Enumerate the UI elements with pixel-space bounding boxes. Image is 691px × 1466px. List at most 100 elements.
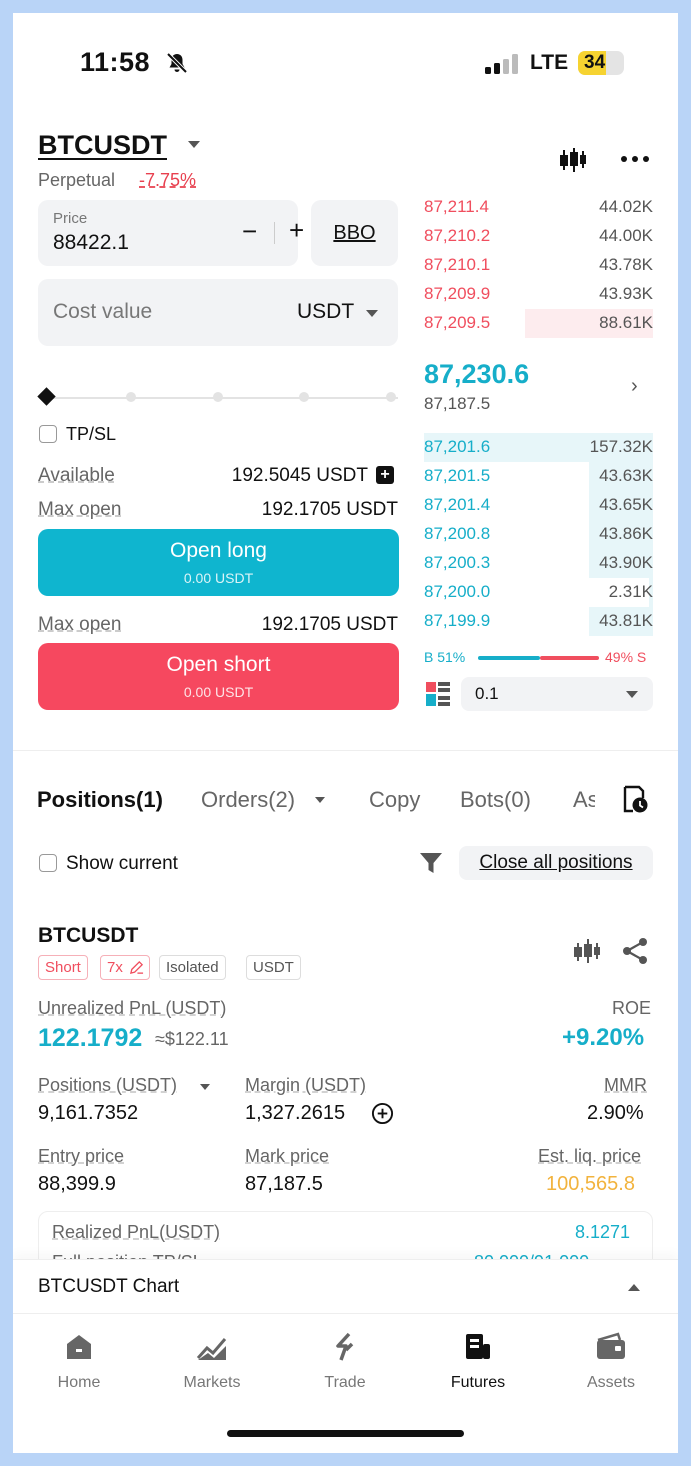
ask-price: 87,211.4 [424,197,489,216]
entry-price-value: 88,399.9 [38,1173,116,1195]
price-label: Price [53,210,88,227]
entry-price-label: Entry price [38,1146,125,1166]
nav-home[interactable]: Home [29,1332,129,1392]
markets-icon [196,1338,227,1360]
slider-step[interactable] [213,392,223,402]
order-history-icon[interactable] [621,784,649,814]
ask-qty: 43.78K [599,255,653,274]
ask-price: 87,209.5 [424,313,491,332]
more-icon[interactable] [620,154,650,164]
caret-up-icon[interactable] [628,1284,640,1291]
side-badge: Short [38,955,88,980]
chart-bar-label: BTCUSDT Chart [38,1276,180,1297]
ask-price: 87,209.9 [424,284,491,303]
candlestick-chart-icon[interactable] [558,146,588,174]
price-input[interactable]: Price 88422.1 − + [38,200,304,266]
bid-price: 87,201.5 [424,466,491,485]
depth-selector[interactable]: 0.1 [461,677,653,711]
show-current-checkbox[interactable] [39,854,57,872]
tpsl-label: TP/SL [66,424,117,444]
orderbook-layout-icon[interactable] [426,682,450,706]
bid-row[interactable]: 87,201.6 157.32K [424,433,653,462]
tab-copy[interactable]: Copy [369,787,421,812]
wallet-icon [597,1332,625,1359]
muted-bell-icon [166,52,188,74]
nav-futures[interactable]: Futures [428,1332,528,1392]
leverage-value: 7x [107,959,123,976]
bbo-button[interactable]: BBO [311,200,398,266]
tab-orders[interactable]: Orders(2) [201,787,296,812]
slider-step[interactable] [126,392,136,402]
max-open-long-value: 192.1705 USDT [261,499,398,520]
caret-down-icon[interactable] [188,141,200,148]
price-value[interactable]: 88422.1 [53,231,129,254]
bid-row[interactable]: 87,200.3 43.90K [424,549,653,578]
bid-price: 87,200.3 [424,553,491,572]
caret-down-icon[interactable] [200,1084,210,1090]
ask-row[interactable]: 87,211.4 44.02K [424,193,653,222]
nav-trade[interactable]: Trade [295,1332,395,1392]
tab-assets[interactable]: As [573,787,595,812]
mmr-value: 2.90% [587,1102,644,1124]
open-long-label: Open long [170,539,267,562]
positions-size-label: Positions (USDT) [38,1075,178,1095]
leverage-badge[interactable]: 7x [100,955,150,980]
cost-placeholder: Cost value [53,300,153,323]
share-icon[interactable] [621,937,649,965]
bid-row[interactable]: 87,201.4 43.65K [424,491,653,520]
bid-price: 87,201.6 [424,437,491,456]
candlestick-chart-icon[interactable] [573,937,601,965]
position-symbol[interactable]: BTCUSDT [38,924,139,947]
close-all-positions-button[interactable]: Close all positions [459,846,653,880]
decrement-button[interactable]: − [242,216,258,246]
futures-icon [466,1334,490,1359]
ask-row[interactable]: 87,209.9 43.93K [424,280,653,309]
bid-row[interactable]: 87,200.0 2.31K [424,578,653,607]
bid-row[interactable]: 87,201.5 43.63K [424,462,653,491]
ask-row[interactable]: 87,209.5 88.61K [424,309,653,338]
network-type: LTE [530,51,569,74]
cost-value-input[interactable]: Cost value USDT [38,279,398,346]
home-indicator[interactable] [227,1430,464,1437]
transfer-icon[interactable]: + [376,466,394,484]
filter-icon[interactable] [419,851,443,875]
ask-price: 87,210.1 [424,255,491,274]
nav-futures-label: Futures [450,1374,506,1391]
slider-step[interactable] [386,392,396,402]
bid-qty: 43.90K [599,553,653,572]
nav-home-label: Home [57,1374,101,1391]
ask-row[interactable]: 87,210.1 43.78K [424,251,653,280]
price-change: -7.75% [139,170,197,190]
available-label: Available [38,465,115,486]
ask-row[interactable]: 87,210.2 44.00K [424,222,653,251]
open-short-amount: 0.00 USDT [183,684,254,700]
bid-row[interactable]: 87,200.8 43.86K [424,520,653,549]
ask-price: 87,210.2 [424,226,491,245]
chevron-right-icon[interactable]: › [631,375,638,397]
bid-row[interactable]: 87,199.9 43.81K [424,607,653,636]
bid-qty: 43.86K [599,524,653,543]
nav-assets[interactable]: Assets [561,1332,661,1392]
tab-positions[interactable]: Positions(1) [37,787,163,812]
open-long-button[interactable]: Open long 0.00 USDT [38,529,399,596]
tpsl-checkbox[interactable] [39,425,57,443]
slider-step[interactable] [299,392,309,402]
symbol-selector[interactable]: BTCUSDT [38,130,167,160]
increment-button[interactable]: + [289,215,305,245]
chart-toggle-bar[interactable]: BTCUSDT Chart [13,1259,678,1313]
contract-type: Perpetual [38,170,116,190]
bid-price: 87,200.0 [424,582,491,601]
bottom-nav: Home Markets Trade Futures [13,1313,678,1453]
signal-icon [485,54,518,74]
caret-down-icon[interactable] [366,310,378,317]
nav-markets[interactable]: Markets [162,1332,262,1392]
cost-unit-selector[interactable]: USDT [297,300,355,323]
slider-handle[interactable] [37,387,56,406]
caret-down-icon[interactable] [315,797,325,803]
tab-bots[interactable]: Bots(0) [460,787,531,812]
edit-icon[interactable] [129,960,144,975]
open-short-button[interactable]: Open short 0.00 USDT [38,643,399,710]
add-margin-icon[interactable] [371,1102,394,1125]
app-screen: 11:58 LTE 34 BTCUSDT Perpetual -7.75% [13,13,678,1453]
bid-qty: 157.32K [589,437,653,456]
